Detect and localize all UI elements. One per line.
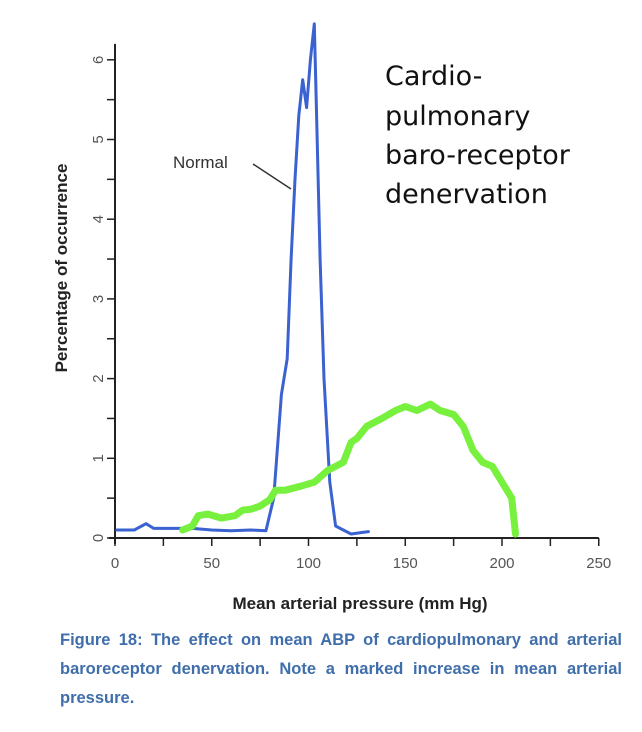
y-tick-label: 5 bbox=[90, 135, 107, 143]
y-tick-label: 6 bbox=[90, 56, 107, 64]
series-layer bbox=[115, 22, 519, 538]
x-axis-title: Mean arterial pressure (mm Hg) bbox=[232, 594, 487, 613]
y-tick-label: 3 bbox=[90, 295, 107, 303]
denervation-label-line: baro-receptor bbox=[385, 140, 571, 171]
denervation-label-line: denervation bbox=[385, 179, 548, 210]
y-tick-label: 2 bbox=[90, 374, 107, 382]
x-tick-label: 50 bbox=[203, 555, 220, 572]
denervation-label-line: Cardio- bbox=[385, 61, 482, 92]
x-tick-label: 100 bbox=[296, 555, 321, 572]
axes: 0 1 2 3 4 5 6 0 50 100 150 200 250 bbox=[90, 43, 611, 572]
normal-label: Normal bbox=[173, 153, 228, 172]
y-tick-label: 4 bbox=[90, 215, 107, 223]
denervation-label-line: pulmonary bbox=[385, 101, 530, 132]
x-tick-label: 150 bbox=[393, 555, 418, 572]
denervation-series-line bbox=[179, 400, 519, 538]
y-tick-label: 1 bbox=[90, 454, 107, 462]
y-axis-title: Percentage of occurrence bbox=[52, 164, 71, 373]
normal-pointer-line bbox=[252, 163, 292, 190]
y-tick-label: 0 bbox=[90, 534, 107, 542]
x-tick-label: 0 bbox=[111, 555, 119, 572]
denervation-annotation: Cardio- pulmonary baro-receptor denervat… bbox=[385, 61, 571, 210]
x-tick-label: 200 bbox=[489, 555, 514, 572]
figure-caption: Figure 18: The effect on mean ABP of car… bbox=[60, 631, 622, 707]
normal-series-line bbox=[115, 22, 370, 536]
x-tick-label: 250 bbox=[586, 555, 611, 572]
chart: 0 1 2 3 4 5 6 0 50 100 150 200 250 Mean arterial pre… bbox=[52, 22, 611, 613]
normal-annotation: Normal bbox=[173, 153, 292, 190]
